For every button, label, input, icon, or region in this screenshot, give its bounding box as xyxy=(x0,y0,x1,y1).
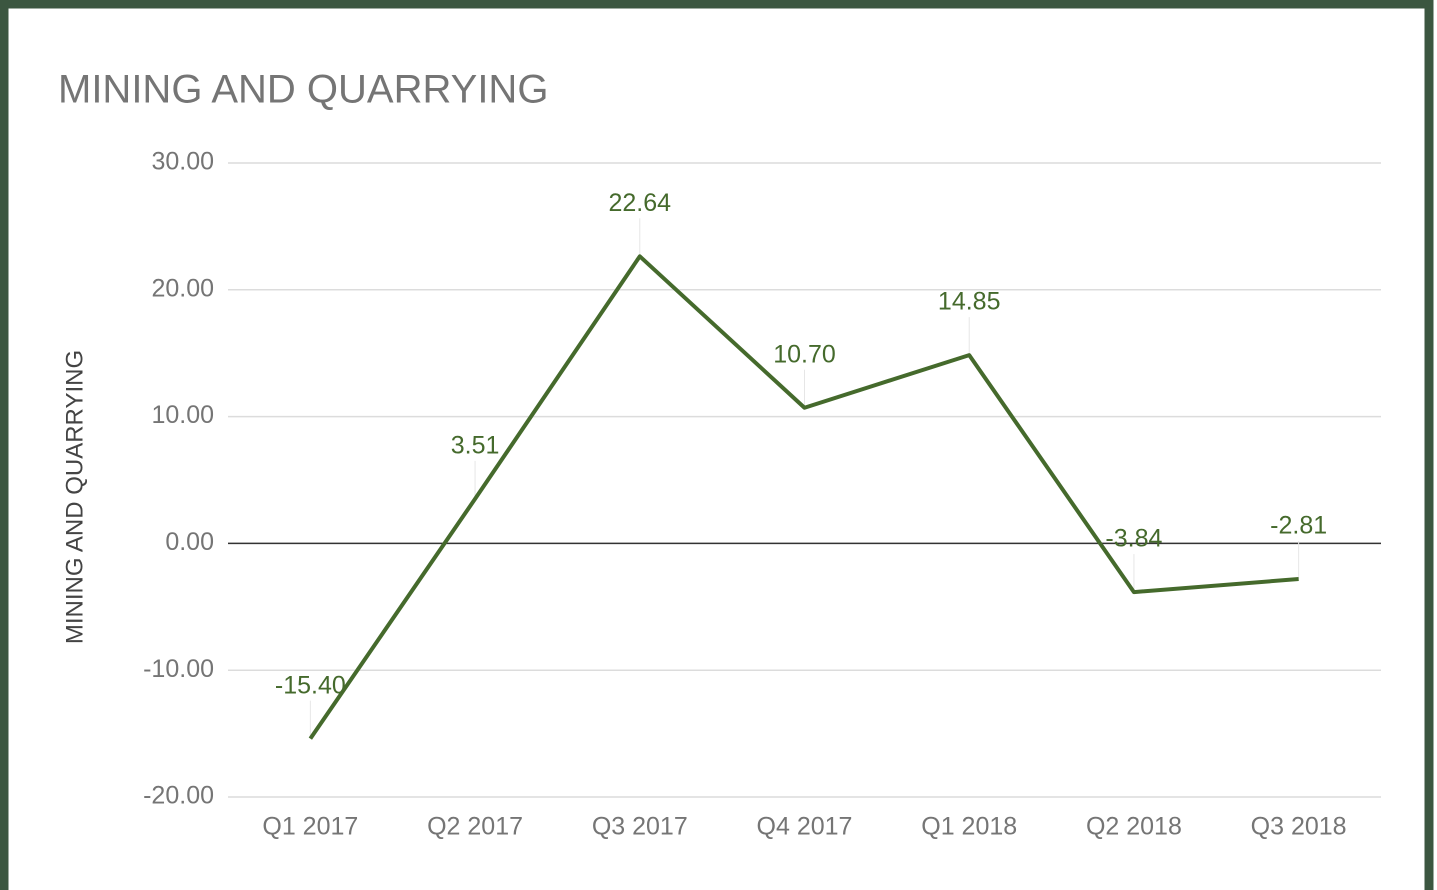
data-label: 14.85 xyxy=(938,288,1001,316)
data-label: 3.51 xyxy=(451,432,500,460)
data-label: 10.70 xyxy=(773,340,836,368)
x-tick-label: Q3 2018 xyxy=(1251,813,1347,841)
x-tick-label: Q1 2017 xyxy=(262,813,358,841)
y-tick-label: -10.00 xyxy=(143,655,214,683)
y-tick-label: 30.00 xyxy=(151,148,214,176)
chart-title: MINING AND QUARRYING xyxy=(58,68,548,112)
y-tick-label: 20.00 xyxy=(151,274,214,302)
x-tick-label: Q2 2018 xyxy=(1086,813,1182,841)
data-label: -3.84 xyxy=(1105,525,1162,553)
y-tick-label: 10.00 xyxy=(151,401,214,429)
x-tick-label: Q2 2017 xyxy=(427,813,523,841)
data-label: -15.40 xyxy=(275,671,346,699)
data-label: 22.64 xyxy=(609,189,672,217)
y-tick-label: 0.00 xyxy=(165,528,214,556)
y-tick-label: -20.00 xyxy=(143,782,214,810)
x-tick-label: Q1 2018 xyxy=(921,813,1017,841)
x-tick-label: Q4 2017 xyxy=(757,813,853,841)
y-axis-label: MINING AND QUARRYING xyxy=(61,350,88,644)
series-line xyxy=(308,254,1299,740)
data-label: -2.81 xyxy=(1270,512,1327,540)
x-tick-label: Q3 2017 xyxy=(592,813,688,841)
